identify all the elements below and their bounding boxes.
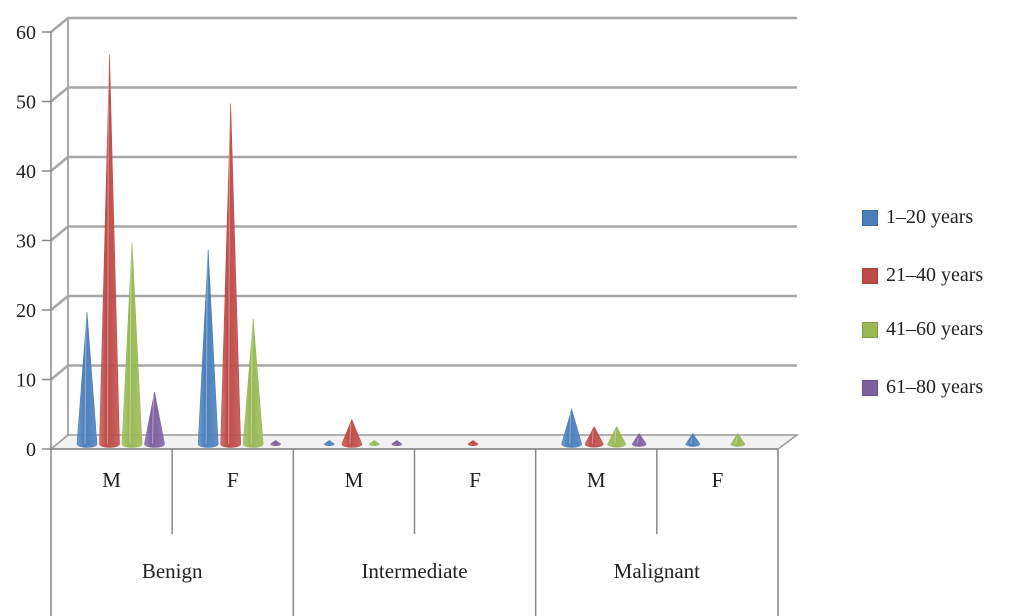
legend-label-series-2: 21–40 years bbox=[886, 264, 984, 286]
x-category-label: F bbox=[227, 468, 239, 492]
y-tick-label: 60 bbox=[16, 22, 36, 44]
legend-item-series-2: 21–40 years bbox=[862, 264, 983, 287]
gridline bbox=[50, 225, 797, 242]
cone-bar bbox=[685, 433, 701, 447]
y-tick-label: 20 bbox=[16, 300, 36, 322]
cone-bar bbox=[99, 54, 120, 448]
legend-swatch-series-1 bbox=[862, 209, 878, 226]
cone-bar bbox=[341, 418, 363, 448]
legend-item-series-3: 41–60 years bbox=[862, 318, 983, 341]
y-tick-label: 0 bbox=[26, 439, 36, 461]
legend-swatch-series-2 bbox=[862, 267, 878, 284]
legend-label-series-3: 41–60 years bbox=[886, 318, 984, 340]
gridline bbox=[50, 155, 797, 172]
y-tick-label: 40 bbox=[16, 161, 36, 183]
gridline bbox=[50, 86, 797, 103]
cone-bar bbox=[631, 433, 647, 447]
legend-label-series-1: 1–20 years bbox=[886, 206, 974, 228]
x-group-label: Malignant bbox=[614, 559, 700, 583]
gridline bbox=[50, 294, 797, 311]
x-group-label: Benign bbox=[142, 559, 203, 583]
x-axis: M F M F M F Benign Intermediate Malignant bbox=[50, 448, 779, 616]
legend-item-series-1: 1–20 years bbox=[862, 206, 973, 229]
chart-gridlines bbox=[50, 16, 797, 435]
cone-bar bbox=[391, 440, 403, 447]
x-category-label: F bbox=[712, 468, 724, 492]
x-category-label: M bbox=[102, 468, 121, 492]
legend-item-series-4: 61–80 years bbox=[862, 376, 983, 399]
y-tick-label: 30 bbox=[16, 231, 36, 253]
y-tick-label: 10 bbox=[16, 370, 36, 392]
cone-bar bbox=[467, 440, 479, 447]
legend-label-series-4: 61–80 years bbox=[886, 376, 984, 398]
cone-bar bbox=[730, 433, 746, 447]
cone-bar bbox=[242, 318, 264, 448]
cone-bar bbox=[220, 103, 241, 448]
cone-bar bbox=[270, 440, 281, 447]
cone-bar bbox=[197, 249, 219, 448]
x-category-label: M bbox=[345, 468, 364, 492]
legend-swatch-series-4 bbox=[862, 379, 878, 396]
cone-bar bbox=[121, 242, 143, 448]
gridline bbox=[50, 16, 797, 33]
x-group-label: Intermediate bbox=[361, 559, 467, 583]
cone-bar bbox=[561, 408, 582, 448]
cone-bar bbox=[369, 440, 380, 447]
cone-bar bbox=[76, 311, 98, 448]
cone-bar bbox=[584, 425, 604, 448]
y-axis: 0 10 20 30 40 50 60 bbox=[16, 22, 52, 461]
cone-bar bbox=[144, 391, 165, 448]
chart-plot-area bbox=[76, 54, 746, 448]
x-category-label: F bbox=[469, 468, 481, 492]
legend-swatch-series-3 bbox=[862, 321, 878, 338]
x-category-label: M bbox=[587, 468, 606, 492]
cone-bar bbox=[324, 440, 335, 447]
gridline bbox=[50, 364, 797, 381]
y-tick-label: 50 bbox=[16, 92, 36, 114]
cone-bar bbox=[607, 425, 626, 448]
